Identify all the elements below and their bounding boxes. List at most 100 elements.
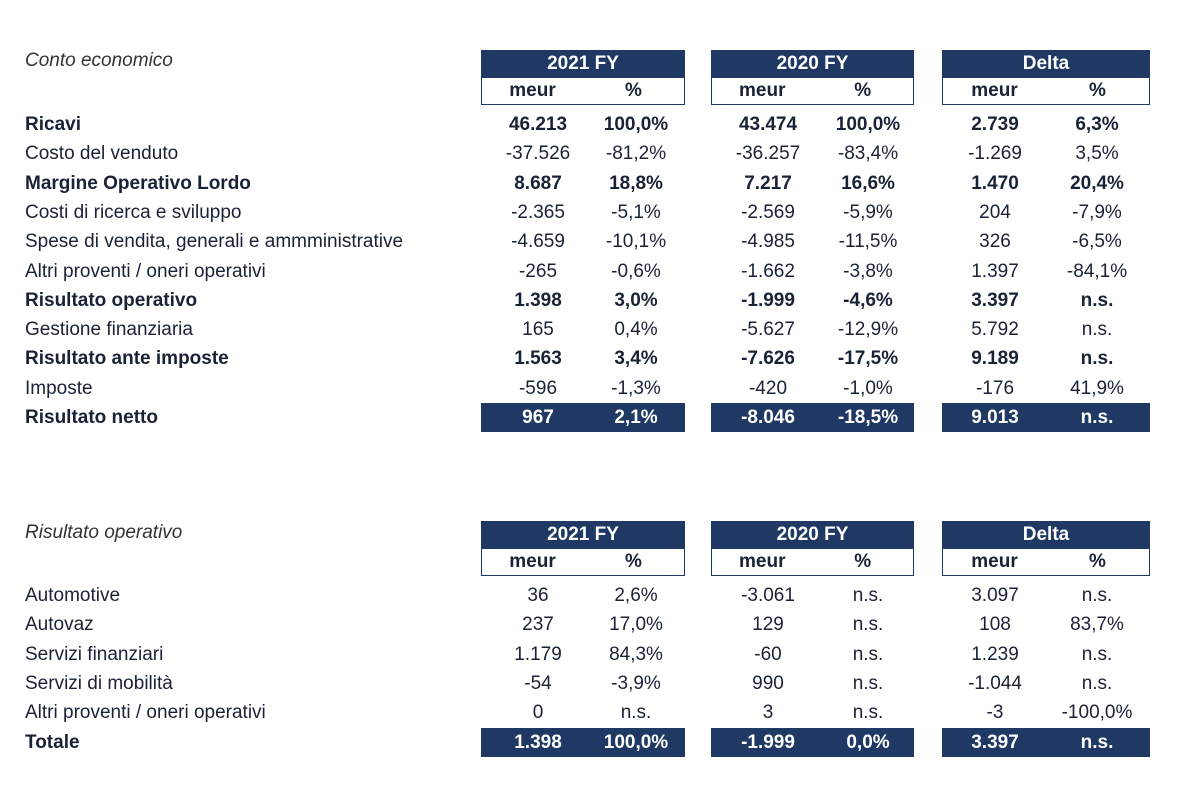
table-row: Margine Operativo Lordo 8.687 18,8% 7.217 16… <box>0 169 1200 198</box>
cell-value: -37.526 <box>505 143 571 165</box>
cell-value: -176 <box>975 377 1015 399</box>
cell-value: -84,1% <box>1066 260 1128 282</box>
cell-value: -18,5% <box>837 407 899 428</box>
cell-value: -3,9% <box>611 672 661 694</box>
cell-value: 6,3% <box>1075 114 1119 135</box>
cell-value: -420 <box>748 377 788 399</box>
cell-value: -3.061 <box>741 585 795 606</box>
table1-group-header: 2021 FY <box>481 50 685 77</box>
cell-value: 237 <box>522 614 554 636</box>
cell-value: 165 <box>522 319 554 341</box>
percent-header: % <box>854 80 872 101</box>
cell-value: 3,4% <box>614 348 658 370</box>
row-label: Imposte <box>25 377 93 399</box>
cell-value: n.s. <box>620 702 652 724</box>
table-row: Servizi di mobilità -54 -3,9% 990 n.s. -1.044… <box>0 669 1200 698</box>
cell-value: -36.257 <box>735 143 801 165</box>
table-row: Ricavi 46.213 100,0% 43.474 100,0% 2.739 6,3% <box>0 110 1200 139</box>
cell-value: 1.470 <box>971 172 1019 194</box>
table2-group-header: 2020 FY <box>711 521 914 548</box>
cell-value: 84,3% <box>609 643 663 665</box>
row-label: Risultato operativo <box>25 289 198 311</box>
cell-value: -1.044 <box>968 672 1022 694</box>
cell-value: 108 <box>979 614 1011 636</box>
table-row: Risultato netto 967 2,1% -8.046 -18,5% 9.013 n… <box>0 403 1200 432</box>
table-row: Imposte -596 -1,3% -420 -1,0% -176 41,9% <box>0 374 1200 403</box>
cell-value: 100,0% <box>603 114 669 135</box>
cell-value: -3,8% <box>843 260 893 282</box>
cell-value: 8.687 <box>514 172 562 194</box>
cell-value: -81,2% <box>605 143 667 165</box>
row-label: Risultato netto <box>25 407 158 428</box>
total-bar <box>711 403 914 432</box>
meur-header: meur <box>971 80 1018 101</box>
cell-value: -1,0% <box>843 377 893 399</box>
cell-value: n.s. <box>1080 731 1114 753</box>
row-label: Risultato ante imposte <box>25 348 229 370</box>
row-label: Spese di vendita, generali e ammministra… <box>25 231 404 253</box>
cell-value: -1.999 <box>741 289 795 311</box>
cell-value: 2,1% <box>614 407 658 428</box>
table1-group-header: Delta <box>942 50 1150 77</box>
percent-header: % <box>625 551 642 572</box>
cell-value: 17,0% <box>609 614 663 636</box>
table2-title: Risultato operativo <box>25 522 183 543</box>
cell-value: 1.398 <box>514 289 562 311</box>
table-row: Spese di vendita, generali e ammministra… <box>0 227 1200 256</box>
row-label: Altri proventi / oneri operativi <box>25 702 266 724</box>
cell-value: -6,5% <box>1072 231 1122 253</box>
cell-value: 7.217 <box>744 172 792 194</box>
cell-value: -1,3% <box>611 377 661 399</box>
cell-value: 5.792 <box>971 319 1019 341</box>
cell-value: 1.179 <box>514 643 562 665</box>
row-label: Ricavi <box>25 114 81 135</box>
cell-value: 0,4% <box>614 319 658 341</box>
percent-header: % <box>1089 80 1106 101</box>
cell-value: -2.365 <box>511 201 565 223</box>
table1-subheader: meur% <box>942 77 1150 105</box>
cell-value: -1.999 <box>741 731 795 753</box>
row-label: Margine Operativo Lordo <box>25 172 251 194</box>
cell-value: 100,0% <box>835 114 901 135</box>
row-label: Servizi finanziari <box>25 643 164 665</box>
cell-value: 9.189 <box>971 348 1019 370</box>
cell-value: 2.739 <box>971 114 1019 135</box>
cell-value: -5.627 <box>741 319 795 341</box>
cell-value: -4.659 <box>511 231 565 253</box>
cell-value: n.s. <box>1081 643 1113 665</box>
table2-group-header: Delta <box>942 521 1150 548</box>
cell-value: -7,9% <box>1072 201 1122 223</box>
cell-value: 204 <box>979 201 1011 223</box>
table-row: Altri proventi / oneri operativi 0 n.s. 3 n.… <box>0 698 1200 727</box>
meur-header: meur <box>971 551 1018 572</box>
cell-value: n.s. <box>1081 319 1113 341</box>
percent-header: % <box>1089 551 1106 572</box>
cell-value: n.s. <box>1080 348 1114 370</box>
table-row: Costi di ricerca e sviluppo -2.365 -5,1% -2… <box>0 198 1200 227</box>
cell-value: n.s. <box>852 702 884 724</box>
row-label: Costo del venduto <box>25 143 179 165</box>
cell-value: -1.269 <box>968 143 1022 165</box>
cell-value: -265 <box>518 260 558 282</box>
total-bar <box>711 727 914 757</box>
cell-value: n.s. <box>1081 672 1113 694</box>
cell-value: 83,7% <box>1070 614 1124 636</box>
meur-header: meur <box>509 80 556 101</box>
cell-value: 36 <box>527 585 549 606</box>
cell-value: 1.398 <box>514 731 562 753</box>
table2-subheader: meur% <box>481 548 685 576</box>
cell-value: 16,6% <box>841 172 895 194</box>
cell-value: 41,9% <box>1070 377 1124 399</box>
table1-subheader: meur% <box>711 77 914 105</box>
cell-value: 2,6% <box>614 585 658 606</box>
cell-value: -4.985 <box>741 231 795 253</box>
cell-value: -2.569 <box>741 201 795 223</box>
row-label: Totale <box>25 731 80 753</box>
cell-value: n.s. <box>852 672 884 694</box>
table-row: Gestione finanziaria 165 0,4% -5.627 -12,9% 5… <box>0 315 1200 344</box>
cell-value: -10,1% <box>605 231 667 253</box>
cell-value: n.s. <box>1081 585 1113 606</box>
cell-value: -17,5% <box>837 348 899 370</box>
meur-header: meur <box>739 80 786 101</box>
cell-value: -11,5% <box>838 231 898 253</box>
